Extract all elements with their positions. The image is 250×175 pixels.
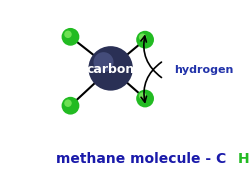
Text: methane molecule - C: methane molecule - C (56, 152, 226, 166)
Circle shape (88, 46, 133, 91)
Circle shape (64, 99, 72, 107)
Circle shape (62, 28, 79, 46)
Circle shape (62, 97, 79, 115)
Circle shape (139, 33, 146, 41)
Circle shape (136, 90, 154, 107)
Text: carbon: carbon (86, 63, 135, 76)
Text: H: H (238, 152, 249, 166)
Text: hydrogen: hydrogen (174, 65, 233, 75)
Circle shape (64, 31, 72, 38)
Circle shape (94, 52, 114, 72)
Circle shape (139, 92, 146, 100)
Circle shape (136, 31, 154, 49)
